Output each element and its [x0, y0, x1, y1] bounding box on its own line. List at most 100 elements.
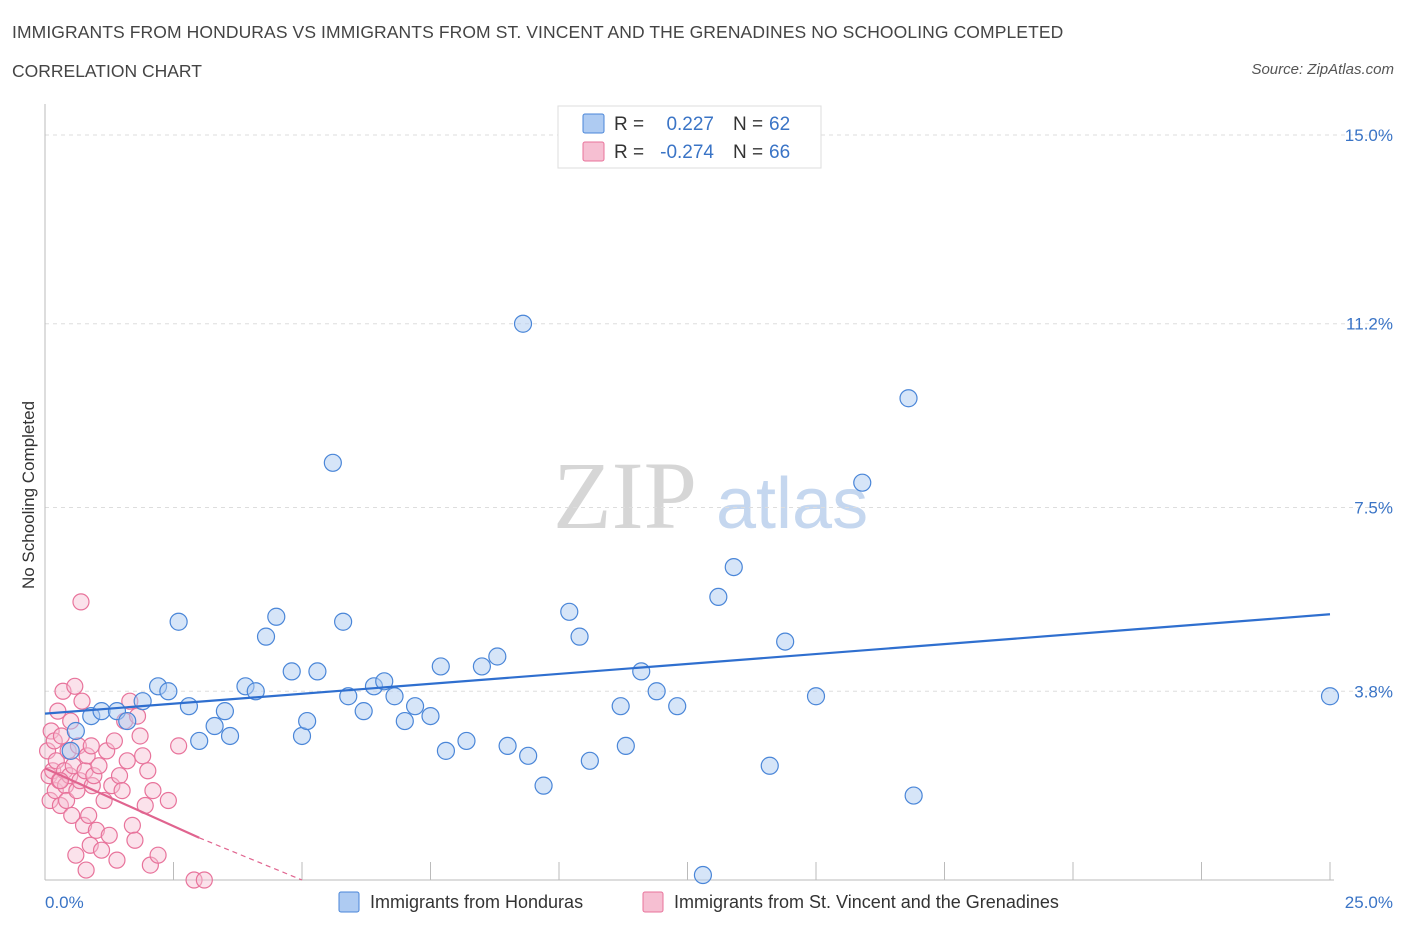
legend-n-value-2: 66 — [769, 142, 790, 163]
st-vincent-point-54 — [131, 727, 149, 745]
legend-r-value-2: -0.274 — [660, 142, 714, 163]
y-tick-label-2: 11.2% — [1346, 315, 1393, 334]
st-vincent-point-52 — [126, 831, 144, 849]
legend-n-value-1: 62 — [769, 114, 790, 135]
honduras-point-42 — [560, 602, 579, 621]
st-vincent-point-57 — [139, 762, 157, 780]
honduras-point-55 — [806, 687, 826, 706]
honduras-point-28 — [375, 672, 394, 691]
honduras-point-50 — [693, 865, 713, 885]
honduras-point-1 — [66, 721, 85, 741]
st-vincent-point-28 — [74, 816, 93, 834]
honduras-trend-line — [44, 613, 1331, 715]
honduras-point-29 — [385, 687, 404, 706]
st-vincent-point-37 — [87, 821, 106, 839]
axes — [44, 104, 1334, 881]
st-vincent-point-32 — [80, 806, 98, 825]
honduras-point-41 — [534, 776, 553, 795]
honduras-point-24 — [334, 612, 353, 631]
honduras-point-0 — [61, 741, 80, 760]
st-vincent-point-60 — [149, 846, 167, 864]
st-vincent-trend-line — [44, 767, 200, 839]
st-vincent-point-44 — [105, 732, 123, 750]
legend-swatch-st-vincent — [582, 141, 605, 162]
st-vincent-point-6 — [46, 781, 64, 800]
honduras-point-37 — [488, 647, 507, 666]
honduras-point-48 — [647, 682, 666, 701]
y-tick-label-0: 3.8% — [1354, 682, 1393, 701]
honduras-point-45 — [611, 697, 630, 716]
chart-subtitle: CORRELATION CHART — [12, 61, 202, 81]
honduras-point-25 — [339, 687, 358, 706]
x-tick-label-max: 25.0% — [1345, 893, 1393, 912]
st-vincent-point-27 — [73, 692, 91, 710]
honduras-point-57 — [899, 389, 918, 408]
st-vincent-point-38 — [90, 757, 108, 775]
honduras-point-56 — [853, 473, 872, 492]
honduras-point-14 — [220, 726, 240, 746]
honduras-point-58 — [904, 786, 923, 805]
honduras-point-13 — [215, 702, 234, 721]
series-st-vincent-points — [38, 593, 213, 889]
st-vincent-point-33 — [81, 836, 99, 854]
honduras-point-18 — [267, 607, 286, 626]
honduras-point-36 — [472, 657, 491, 676]
st-vincent-point-31 — [78, 747, 96, 765]
legend-r-value-1: 0.227 — [666, 114, 714, 135]
honduras-point-49 — [668, 697, 687, 716]
honduras-point-3 — [92, 702, 111, 721]
st-vincent-point-46 — [110, 767, 129, 785]
st-vincent-point-51 — [123, 816, 141, 834]
legend-r-label-1: R = — [614, 114, 644, 135]
st-vincent-point-15 — [57, 791, 76, 810]
y-axis-label: No Schooling Completed — [19, 401, 38, 589]
honduras-point-44 — [580, 751, 599, 770]
st-vincent-point-55 — [134, 747, 152, 765]
honduras-point-11 — [190, 731, 209, 751]
honduras-point-52 — [724, 557, 743, 577]
bottom-legend-honduras: Immigrants from Honduras — [370, 892, 583, 912]
honduras-point-33 — [431, 657, 450, 676]
st-vincent-trend-extension — [198, 837, 303, 881]
bottom-legend-st-vincent: Immigrants from St. Vincent and the Gren… — [674, 892, 1059, 912]
st-vincent-point-3 — [42, 722, 60, 740]
legend-swatch-honduras — [582, 113, 605, 134]
honduras-point-43 — [570, 627, 589, 646]
honduras-point-21 — [298, 711, 317, 731]
st-vincent-point-49 — [118, 752, 136, 770]
st-vincent-point-62 — [170, 737, 188, 755]
series-legend: Immigrants from Honduras Immigrants from… — [338, 891, 1059, 913]
zipatlas-watermark: ZIP atlas — [553, 442, 868, 549]
gridlines — [45, 134, 1390, 692]
tick-labels: 3.8% 7.5% 11.2% 15.0% 0.0% 25.0% — [45, 126, 1393, 912]
legend-r-label-2: R = — [614, 142, 644, 163]
honduras-point-22 — [308, 662, 327, 681]
honduras-point-23 — [323, 453, 342, 472]
honduras-point-34 — [436, 741, 456, 760]
st-vincent-point-21 — [66, 677, 84, 695]
honduras-point-12 — [205, 716, 224, 736]
honduras-point-38 — [498, 736, 517, 756]
honduras-point-31 — [405, 697, 425, 716]
honduras-point-35 — [457, 731, 476, 751]
st-vincent-point-36 — [85, 767, 103, 785]
honduras-point-19 — [282, 662, 301, 681]
watermark-atlas: atlas — [716, 464, 868, 544]
honduras-point-53 — [760, 756, 779, 775]
y-tick-label-1: 7.5% — [1354, 499, 1393, 518]
series-honduras-points — [61, 314, 1340, 885]
source-credit: Source: ZipAtlas.com — [1251, 61, 1394, 78]
honduras-point-46 — [616, 736, 635, 756]
st-vincent-point-47 — [113, 781, 131, 800]
st-vincent-point-42 — [100, 826, 118, 844]
st-vincent-point-59 — [144, 781, 162, 800]
st-vincent-point-45 — [108, 851, 126, 869]
st-vincent-point-61 — [159, 791, 177, 810]
honduras-point-51 — [709, 587, 728, 607]
st-vincent-point-19 — [63, 806, 81, 825]
st-vincent-point-30 — [77, 861, 95, 879]
honduras-point-54 — [776, 632, 795, 651]
honduras-point-5 — [118, 711, 137, 731]
legend-n-label-1: N = — [733, 114, 763, 135]
